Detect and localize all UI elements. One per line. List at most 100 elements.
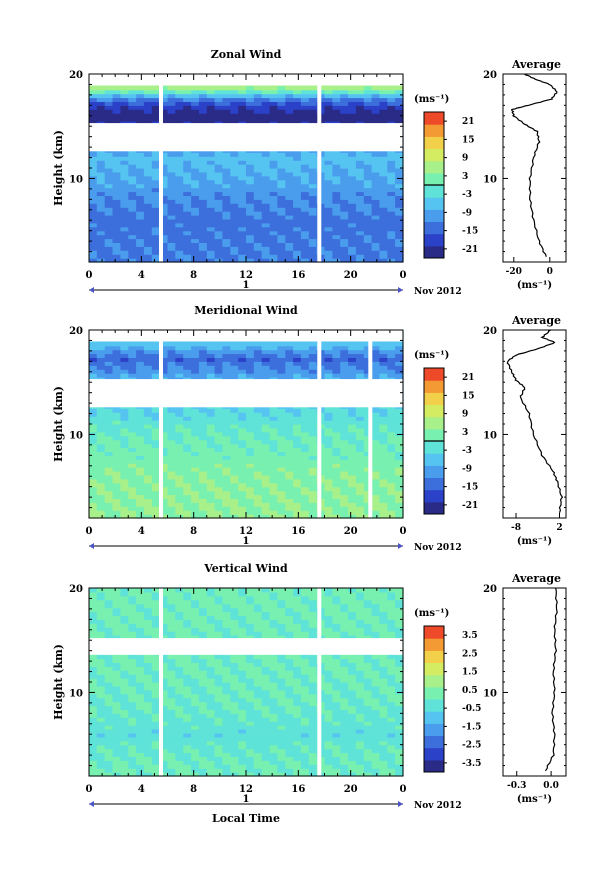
- heatmap-cell: [143, 207, 153, 212]
- colorbar-tick-label: 15: [462, 135, 475, 145]
- heatmap-cell: [355, 113, 365, 118]
- heatmap-cell: [120, 443, 129, 449]
- heatmap-cell: [308, 764, 318, 769]
- heatmap-cell: [285, 156, 294, 161]
- heatmap-cell: [191, 171, 200, 177]
- heatmap-cell: [308, 435, 318, 441]
- heatmap-cell: [120, 369, 129, 374]
- heatmap-cell: [285, 420, 294, 425]
- heatmap-cell: [308, 242, 318, 247]
- heatmap-cell: [128, 211, 137, 216]
- heatmap-cell: [136, 117, 145, 122]
- heatmap-cell: [183, 218, 192, 224]
- heatmap-cell: [332, 218, 341, 224]
- heatmap-cell: [293, 486, 302, 492]
- heatmap-cell: [261, 506, 271, 511]
- heatmap-cell: [293, 740, 302, 746]
- heatmap-cell: [222, 486, 231, 492]
- heatmap-cell: [151, 701, 161, 707]
- heatmap-cell: [293, 752, 302, 757]
- heatmap-cell: [348, 439, 357, 445]
- heatmap-cell: [308, 160, 318, 165]
- heatmap-cell: [136, 463, 145, 468]
- heatmap-cell: [128, 463, 137, 468]
- heatmap-cell: [167, 191, 176, 196]
- heatmap-cell: [269, 109, 278, 114]
- heatmap-cell: [183, 412, 192, 417]
- heatmap-cell: [104, 424, 114, 429]
- heatmap-cell: [159, 207, 169, 212]
- heatmap-cell: [371, 744, 380, 750]
- heatmap-cell: [104, 345, 114, 351]
- heatmap-cell: [198, 207, 208, 212]
- heatmap-cell: [230, 709, 239, 714]
- heatmap-cell: [269, 455, 278, 460]
- heatmap-cell: [143, 451, 153, 456]
- heatmap-cell: [143, 250, 153, 255]
- heatmap-cell: [348, 443, 357, 449]
- average-profile-line: [511, 73, 558, 257]
- heatmap-cell: [214, 183, 223, 189]
- heatmap-cell: [285, 369, 294, 374]
- heatmap-cell: [136, 156, 145, 161]
- heatmap-cell: [112, 203, 121, 208]
- heatmap-cell: [269, 211, 278, 216]
- heatmap-cell: [324, 365, 333, 370]
- heatmap-cell: [379, 211, 388, 216]
- heatmap-cell: [269, 416, 278, 421]
- heatmap-cell: [175, 242, 184, 247]
- heatmap-cell: [128, 459, 137, 464]
- heatmap-cell: [96, 748, 106, 754]
- heatmap-cell: [379, 416, 388, 421]
- heatmap-cell: [183, 486, 192, 492]
- heatmap-cell: [89, 345, 98, 351]
- heatmap-cell: [183, 502, 192, 507]
- heatmap-cell: [89, 482, 98, 488]
- heatmap-cell: [285, 416, 294, 421]
- heatmap-cell: [222, 234, 231, 240]
- heatmap-cell: [206, 207, 216, 212]
- heatmap-cell: [300, 713, 310, 718]
- no-data-band: [89, 123, 403, 152]
- heatmap-cell: [300, 222, 310, 228]
- heatmap-cell: [324, 768, 333, 773]
- heatmap-cell: [363, 349, 373, 355]
- heatmap-cell: [387, 427, 396, 433]
- colorbar-swatch: [424, 368, 444, 381]
- heatmap-cell: [332, 451, 341, 456]
- heatmap-cell: [348, 93, 357, 99]
- heatmap-cell: [269, 764, 278, 769]
- heatmap-cell: [348, 175, 357, 181]
- heatmap-cell: [355, 412, 365, 417]
- heatmap-cell: [96, 514, 106, 519]
- heatmap-cell: [246, 160, 255, 165]
- heatmap-cell: [277, 502, 286, 507]
- heatmap-cell: [379, 369, 388, 374]
- heatmap-cell: [191, 514, 200, 519]
- heatmap-cell: [191, 697, 200, 703]
- heatmap-cell: [175, 353, 184, 358]
- heatmap-cell: [238, 494, 247, 499]
- heatmap-cell: [308, 85, 318, 91]
- heatmap-cell: [277, 105, 286, 110]
- heatmap-cell: [183, 168, 192, 173]
- heatmap-cell: [363, 203, 373, 208]
- heatmap-cell: [293, 420, 302, 425]
- heatmap-cell: [143, 717, 153, 722]
- heatmap-cell: [246, 721, 255, 726]
- heatmap-cell: [253, 744, 263, 750]
- heatmap-cell: [206, 459, 216, 464]
- heatmap-cell: [324, 250, 333, 255]
- heatmap-cell: [238, 258, 247, 263]
- heatmap-cell: [253, 345, 263, 351]
- heatmap-cell: [167, 353, 176, 358]
- heatmap-cell: [104, 439, 114, 445]
- heatmap-cell: [355, 345, 365, 351]
- heatmap-cell: [348, 97, 357, 102]
- heatmap-cell: [293, 179, 302, 185]
- heatmap-cell: [340, 230, 349, 236]
- heatmap-cell: [175, 222, 184, 228]
- heatmap-cell: [120, 250, 129, 255]
- heatmap-cell: [143, 709, 153, 714]
- heatmap-cell: [167, 105, 176, 110]
